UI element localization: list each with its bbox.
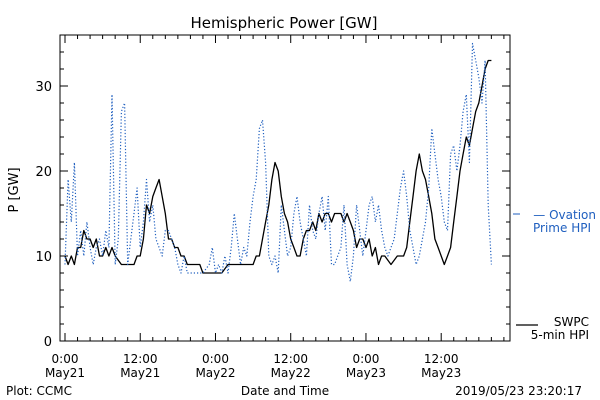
y-tick-label: 10 (35, 250, 52, 265)
legend-ovation-line1: — Ovation (533, 208, 596, 222)
legend-swpc-line2: 5-min HPI (531, 328, 589, 342)
x-tick-time-label: 0:00 (202, 352, 229, 366)
y-tick-label: 0 (44, 335, 52, 350)
x-tick-date-label: May21 (45, 366, 85, 380)
x-tick-date-label: May22 (195, 366, 235, 380)
footer-credit: Plot: CCMC (6, 384, 72, 398)
y-axis-ticks: 0 10 20 30 (35, 34, 510, 350)
footer-timestamp: 2019/05/23 23:20:17 (455, 384, 582, 398)
plot-frame (59, 34, 511, 342)
x-tick-date-label: May23 (346, 366, 386, 380)
x-tick-time-label: 12:00 (273, 352, 308, 366)
x-axis-label: Date and Time (241, 384, 329, 398)
legend-swpc-line1: SWPC (554, 315, 589, 329)
x-axis-ticks: 0:00May2112:00May210:00May2212:00May220:… (45, 35, 505, 380)
y-tick-label: 20 (35, 165, 52, 180)
x-tick-time-label: 12:00 (123, 352, 158, 366)
x-tick-date-label: May22 (271, 366, 311, 380)
series-ovation-line (64, 42, 492, 283)
y-tick-label: 30 (35, 80, 52, 95)
x-tick-date-label: May23 (421, 366, 461, 380)
chart-title: Hemispheric Power [GW] (191, 14, 378, 32)
x-tick-time-label: 0:00 (52, 352, 79, 366)
x-tick-date-label: May21 (120, 366, 160, 380)
series-swpc-line (64, 59, 492, 274)
x-tick-time-label: 12:00 (424, 352, 459, 366)
x-tick-time-label: 0:00 (352, 352, 379, 366)
series-layer (64, 42, 492, 283)
y-axis-label: P [GW] (7, 167, 22, 212)
legend-ovation-line2: Prime HPI (533, 221, 591, 235)
